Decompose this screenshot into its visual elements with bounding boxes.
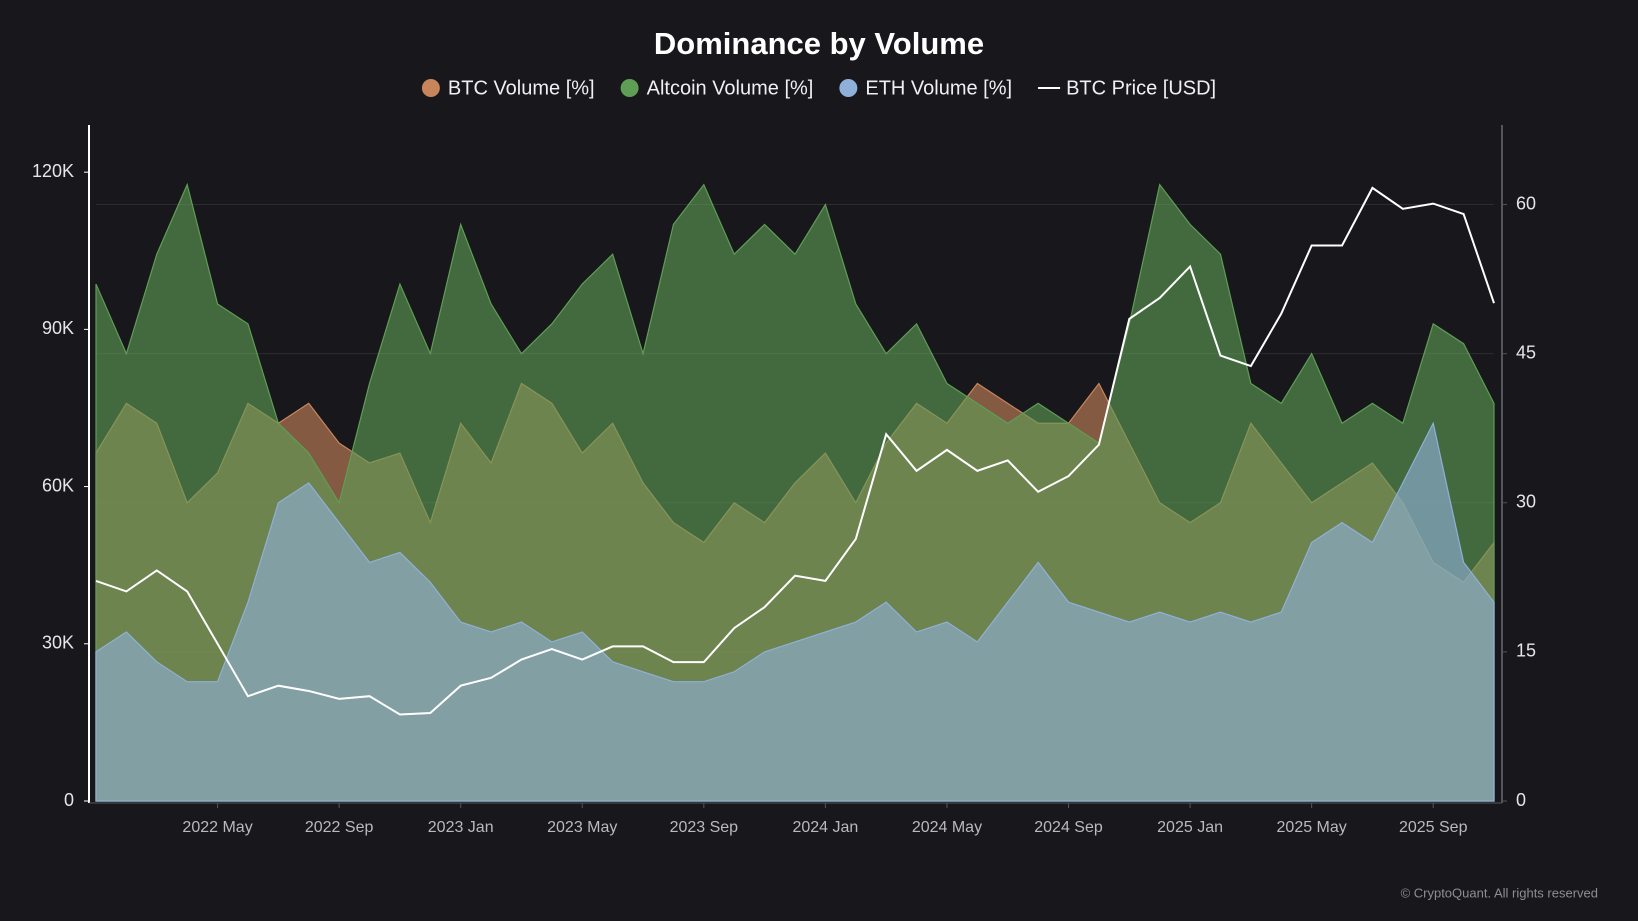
x-tick-label: 2022 Sep [305, 819, 374, 836]
legend-swatch [839, 79, 858, 97]
legend-label: ETH Volume [%] [865, 77, 1012, 99]
y2-tick-label: 30 [1516, 492, 1536, 512]
legend-item: BTC Price [USD] [1038, 77, 1216, 99]
x-tick-label: 2025 Jan [1157, 819, 1223, 836]
legend: BTC Volume [%] Altcoin Volume [%] ETH Volu… [421, 77, 1216, 99]
y-tick-label: 120K [32, 161, 74, 181]
plot-area: 0 30K 60K 90K 120K 0 15 30 45 60 2022 May 2022 Sep 2… [32, 125, 1536, 836]
legend-label: BTC Volume [%] [448, 77, 595, 99]
x-tick-label: 2024 May [912, 819, 982, 836]
y2-tick-label: 0 [1516, 790, 1526, 810]
x-tick-label: 2023 May [547, 819, 617, 836]
legend-swatch [620, 79, 639, 97]
price-line [95, 186, 1495, 716]
x-tick-label: 2022 May [182, 819, 252, 836]
legend-label: BTC Price [USD] [1066, 77, 1216, 99]
y-tick-label: 90K [42, 318, 74, 338]
chart-title: Dominance by Volume [654, 26, 984, 61]
y-tick-label: 0 [64, 790, 74, 810]
y2-tick-label: 45 [1516, 342, 1536, 362]
x-tick-label: 2024 Jan [792, 819, 858, 836]
x-tick-label: 2025 May [1277, 819, 1347, 836]
y2-tick-label: 15 [1516, 641, 1536, 661]
x-tick-label: 2023 Jan [428, 819, 494, 836]
legend-item: Altcoin Volume [%] [620, 77, 814, 99]
legend-item: BTC Volume [%] [421, 77, 595, 99]
x-tick-label: 2025 Sep [1399, 819, 1468, 836]
legend-label: Altcoin Volume [%] [647, 77, 814, 99]
x-tick-label: 2023 Sep [670, 819, 739, 836]
y-tick-label: 30K [42, 633, 74, 653]
credit: © CryptoQuant. All rights reserved [1401, 885, 1598, 900]
y-tick-label: 60K [42, 475, 74, 495]
area [95, 421, 1495, 802]
legend-item: ETH Volume [%] [839, 77, 1012, 99]
legend-swatch [421, 79, 440, 97]
x-tick-label: 2024 Sep [1034, 819, 1103, 836]
y2-tick-label: 60 [1516, 193, 1536, 213]
